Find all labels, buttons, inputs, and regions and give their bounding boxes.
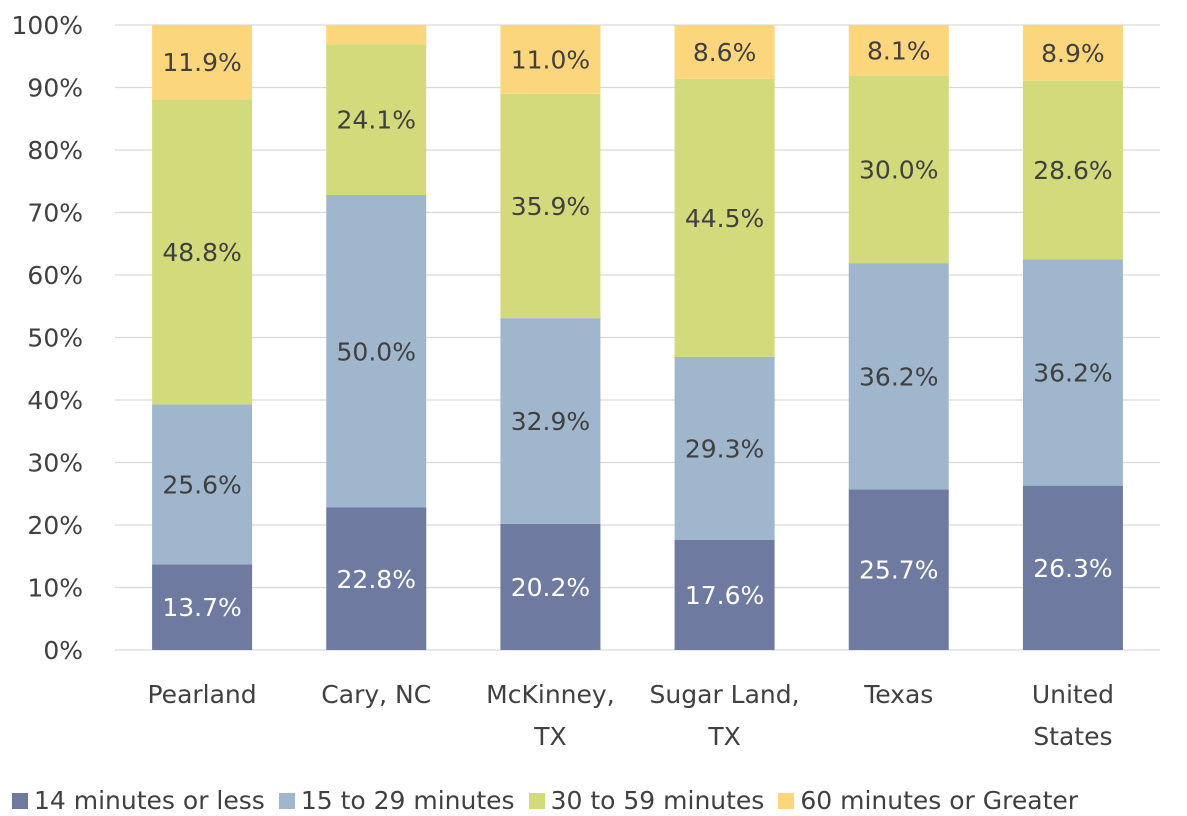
y-tick-label: 90% [27,74,83,103]
x-category-label: Cary, NC [321,680,431,709]
legend-swatch [278,792,295,809]
x-category-label: States [1033,722,1112,751]
gridlines [115,24,1160,651]
legend-item: 15 to 29 minutes [278,786,515,815]
bar-segment [500,25,601,94]
data-label: 25.6% [162,470,241,499]
legend-item: 30 to 59 minutes [528,786,765,815]
data-label: 17.6% [685,581,764,610]
x-category-label: TX [533,722,566,751]
y-axis-ticks: 0% 10% 20% 30% 40% 50% 60% 70% 80% 90% 100% [12,11,83,665]
legend-label: 30 to 59 minutes [550,786,765,815]
bar-segment [848,75,949,264]
x-category-label: McKinney, [486,680,614,709]
legend-item: 14 minutes or less [12,786,265,815]
bar-segment [848,25,949,76]
data-label: 36.2% [1033,359,1112,388]
bar-segment [1022,485,1123,650]
bar-segment [674,540,775,650]
bar-segment [326,25,427,45]
bar-segment [848,263,949,490]
data-label: 36.2% [859,362,938,391]
data-label: 29.3% [685,434,764,463]
x-category-label: Texas [863,680,933,709]
data-labels: 13.7% 25.6% 48.8% 11.9% 22.8% 50.0% 24.1% 20.2%… [162,36,1112,622]
x-category-label: TX [707,722,740,751]
data-label: 32.9% [511,407,590,436]
data-label: 11.0% [511,45,590,74]
bar-segment [674,78,775,357]
data-label: 50.0% [337,337,416,366]
y-tick-label: 10% [27,574,83,603]
y-tick-label: 40% [27,386,83,415]
data-label: 11.9% [162,48,241,77]
legend-label: 60 minutes or Greater [800,786,1079,815]
data-label: 30.0% [859,155,938,184]
bar-segment [152,99,253,405]
bar-segment [1022,80,1123,260]
x-category-label: Sugar Land, [650,680,800,709]
bar-segment [152,564,253,650]
data-label: 8.1% [867,36,931,65]
bar-segment [326,195,427,508]
bar-segment [674,356,775,540]
y-tick-label: 60% [27,261,83,290]
bar-segment [326,44,427,195]
bar-segment [500,318,601,524]
bar-segment [152,404,253,565]
bars [152,25,1123,650]
bar-segment [500,93,601,319]
y-tick-label: 100% [12,11,83,40]
y-tick-label: 50% [27,324,83,353]
legend-label: 15 to 29 minutes [300,786,515,815]
legend-swatch [778,792,795,809]
data-label: 25.7% [859,556,938,585]
y-tick-label: 80% [27,136,83,165]
bar-segment [848,489,949,650]
data-label: 20.2% [511,573,590,602]
stacked-bar-chart: 0% 10% 20% 30% 40% 50% 60% 70% 80% 90% 100% 13.7% 2… [12,11,1160,751]
data-label: 8.6% [693,38,757,67]
legend: 14 minutes or less 15 to 29 minutes 30 to … [12,786,1092,815]
y-tick-label: 30% [27,449,83,478]
y-tick-label: 0% [43,636,83,665]
bar-segment [500,523,601,650]
bar-segment [1022,25,1123,81]
data-label: 8.9% [1041,39,1105,68]
data-label: 48.8% [162,238,241,267]
legend-label: 14 minutes or less [34,786,265,815]
legend-item: 60 minutes or Greater [778,786,1078,815]
data-label: 24.1% [337,106,416,135]
bar-segment [326,507,427,650]
bar-segment [152,25,253,100]
y-tick-label: 70% [27,199,83,228]
data-label: 35.9% [511,192,590,221]
x-category-label: Pearland [148,680,257,709]
x-category-label: United [1032,680,1114,709]
data-label: 44.5% [685,204,764,233]
bar-segment [674,25,775,79]
data-label: 28.6% [1033,156,1112,185]
legend-swatch [528,792,545,809]
data-label: 26.3% [1033,554,1112,583]
y-tick-label: 20% [27,511,83,540]
x-axis-categories: Pearland Cary, NC McKinney, TX Sugar Land, TX… [148,680,1114,751]
bar-segment [1022,259,1123,486]
data-label: 13.7% [162,593,241,622]
legend-swatch [12,792,28,809]
data-label: 22.8% [337,565,416,594]
